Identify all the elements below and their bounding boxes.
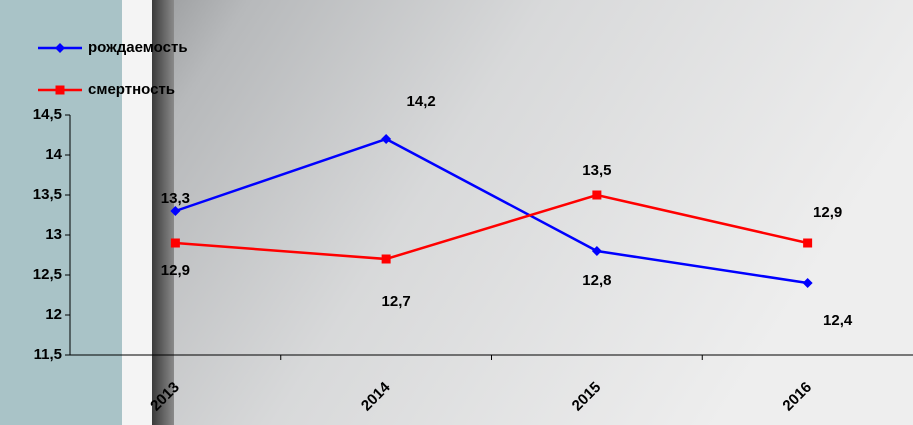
marker (55, 43, 65, 53)
data-label: 12,9 (813, 204, 842, 221)
marker (170, 238, 180, 248)
marker (591, 246, 602, 256)
y-tick-label: 13,5 (33, 186, 62, 203)
side-gap (122, 0, 152, 425)
data-label: 13,5 (582, 162, 611, 179)
data-label: 12,9 (161, 262, 190, 279)
y-tick-label: 14 (45, 146, 62, 163)
marker (381, 134, 392, 144)
data-label: 12,7 (382, 293, 411, 310)
data-label: 13,3 (161, 190, 190, 207)
y-tick-label: 11,5 (34, 346, 62, 363)
y-tick-label: 12,5 (33, 266, 62, 283)
marker (170, 206, 181, 216)
data-label: 12,4 (823, 312, 853, 329)
marker (803, 238, 813, 248)
data-label: 14,2 (407, 93, 436, 110)
legend-label: смертность (88, 81, 175, 98)
marker (802, 278, 813, 288)
marker (55, 85, 65, 95)
dark-bar (152, 0, 174, 425)
marker (592, 190, 602, 200)
legend-label: рождаемость (88, 39, 188, 56)
y-tick-label: 14,5 (33, 106, 62, 123)
series-line (174, 137, 808, 285)
series-line (175, 193, 808, 261)
marker (381, 254, 391, 264)
y-tick-label: 13 (45, 226, 62, 243)
data-label: 12,8 (582, 272, 611, 289)
y-tick-label: 12 (45, 306, 62, 323)
side-panel (0, 0, 122, 425)
